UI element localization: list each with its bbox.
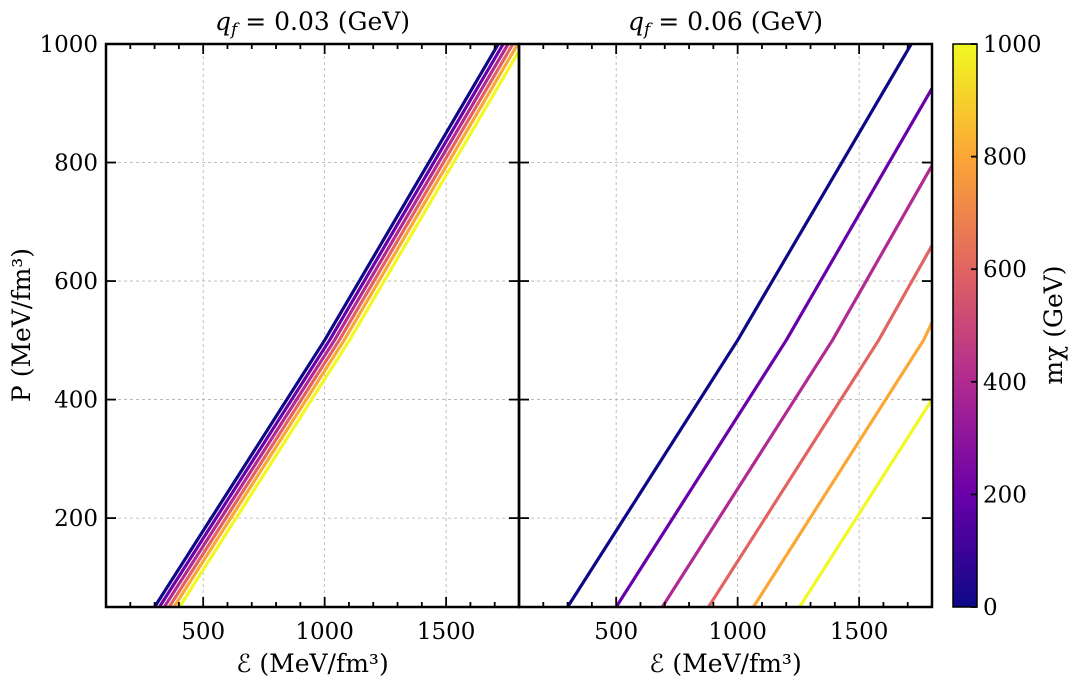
y-tick-label: 1000 <box>39 32 98 58</box>
series-line <box>614 86 932 607</box>
x-tick-label: 500 <box>594 619 638 645</box>
series-line <box>157 44 505 607</box>
x-tick-label: 1500 <box>830 619 889 645</box>
series-line <box>162 44 510 607</box>
y-axis-label: P (MeV/fm³) <box>7 248 36 402</box>
colorbar-label: mχ (GeV) <box>1039 265 1068 384</box>
series-line <box>172 44 519 607</box>
grid-right <box>519 43 932 607</box>
ticks-right: 500 1000 1500 <box>519 43 932 645</box>
y-tick-label: 800 <box>54 151 98 177</box>
x-tick-label: 1000 <box>295 619 354 645</box>
ticks-left: 500 1000 1500 200 400 600 800 1000 <box>39 32 519 645</box>
series-line <box>797 398 932 607</box>
colorbar: 0 200 400 600 800 1000 mχ (GeV) <box>952 32 1068 621</box>
colorbar-tick-label: 1000 <box>983 32 1042 58</box>
colorbar-tick-label: 0 <box>983 595 998 621</box>
series-lines-right <box>565 44 932 607</box>
panel-title-right: qf = 0.06 (GeV) <box>628 7 823 40</box>
y-tick-label: 200 <box>54 506 98 532</box>
y-tick-label: 600 <box>54 269 98 295</box>
series-line <box>153 44 500 607</box>
x-tick-label: 1500 <box>417 619 476 645</box>
x-tick-label: 1000 <box>708 619 767 645</box>
panel-title-left: qf = 0.03 (GeV) <box>215 7 410 40</box>
series-lines-left <box>153 44 519 607</box>
colorbar-tick-label: 200 <box>983 482 1027 508</box>
panel-right: 500 1000 1500 qf = 0.06 (GeV) ℰ (MeV/fm³) <box>517 7 934 678</box>
x-tick-label: 500 <box>181 619 225 645</box>
colorbar-ticks: 0 200 400 600 800 1000 <box>971 32 1042 621</box>
colorbar-tick-label: 400 <box>983 370 1027 396</box>
y-tick-label: 400 <box>54 388 98 414</box>
series-line <box>751 320 932 607</box>
colorbar-gradient <box>952 43 978 608</box>
plot-frame-right <box>517 42 934 609</box>
series-line <box>177 47 519 607</box>
x-axis-label-left: ℰ (MeV/fm³) <box>236 649 388 678</box>
colorbar-tick-label: 800 <box>983 145 1027 171</box>
series-line <box>706 243 932 607</box>
x-axis-label-right: ℰ (MeV/fm³) <box>649 649 801 678</box>
series-line <box>167 44 515 607</box>
panel-left: 500 1000 1500 200 400 600 800 1000 qf = 0.03 (G… <box>39 7 521 678</box>
colorbar-tick-label: 600 <box>983 257 1027 283</box>
series-line <box>565 44 913 607</box>
series-line <box>660 163 932 607</box>
